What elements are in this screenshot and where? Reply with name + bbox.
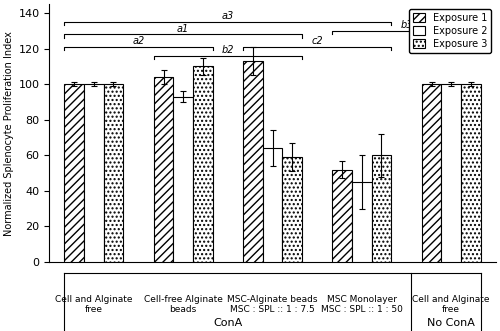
Bar <box>372 155 392 262</box>
Text: Cell and Alginate
free: Cell and Alginate free <box>55 295 132 314</box>
Text: ConA: ConA <box>213 317 242 328</box>
Y-axis label: Normalized Splenocyte Proliferation Index: Normalized Splenocyte Proliferation Inde… <box>4 31 14 236</box>
Text: a2: a2 <box>132 36 144 46</box>
Bar <box>461 84 480 262</box>
Bar <box>262 148 282 262</box>
Text: MSC Monolayer
MSC : SPL :: 1 : 50: MSC Monolayer MSC : SPL :: 1 : 50 <box>321 295 403 314</box>
Text: Cell and Alginate
free: Cell and Alginate free <box>412 295 490 314</box>
Bar <box>332 169 352 262</box>
Bar <box>243 61 262 262</box>
Text: b2: b2 <box>222 45 234 55</box>
Bar <box>193 67 212 262</box>
Bar <box>64 84 84 262</box>
Text: Cell-free Alginate
beads: Cell-free Alginate beads <box>144 295 222 314</box>
Bar <box>422 84 442 262</box>
Text: a3: a3 <box>222 12 234 22</box>
Bar <box>154 77 174 262</box>
Bar <box>104 84 124 262</box>
Legend: Exposure 1, Exposure 2, Exposure 3: Exposure 1, Exposure 2, Exposure 3 <box>410 9 491 53</box>
Bar <box>352 182 372 262</box>
Text: c2: c2 <box>312 36 323 46</box>
Bar <box>174 97 193 262</box>
Text: b3: b3 <box>400 20 413 30</box>
Text: a1: a1 <box>177 24 190 34</box>
Bar <box>84 84 103 262</box>
Bar <box>282 157 302 262</box>
Bar <box>442 84 461 262</box>
Text: MSC-Alginate beads
MSC : SPL :: 1 : 7.5: MSC-Alginate beads MSC : SPL :: 1 : 7.5 <box>228 295 318 314</box>
Text: No ConA: No ConA <box>427 317 475 328</box>
